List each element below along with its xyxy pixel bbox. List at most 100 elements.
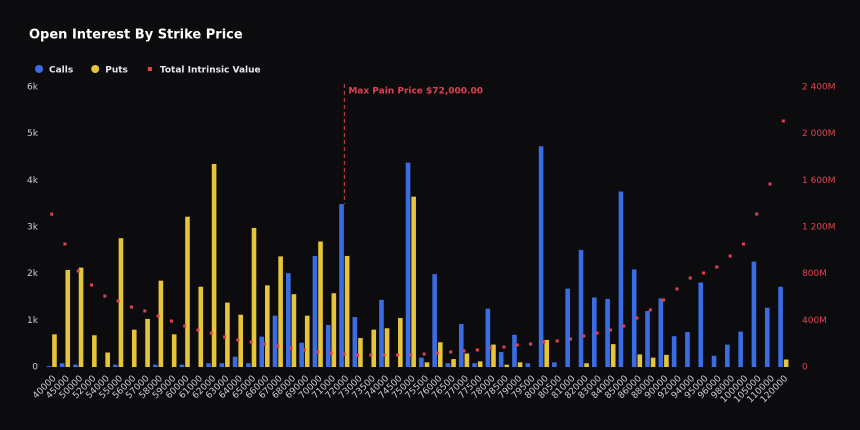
bar <box>698 282 704 367</box>
bar <box>198 286 204 367</box>
point <box>515 343 519 347</box>
y2-tick-label: 1 200M <box>802 223 836 233</box>
bar <box>185 216 190 367</box>
bar <box>145 318 150 367</box>
point <box>542 340 546 344</box>
bar <box>225 302 230 367</box>
bar <box>352 317 358 367</box>
bar <box>304 315 310 367</box>
bar <box>650 357 656 367</box>
point <box>76 269 80 273</box>
bar <box>318 241 323 367</box>
point <box>263 342 267 346</box>
bar <box>206 363 211 367</box>
point <box>648 308 652 312</box>
y-tick-label: 6k <box>27 83 39 93</box>
y-tick-label: 1k <box>27 316 39 326</box>
y-tick-label: 2k <box>27 269 39 279</box>
point <box>489 346 493 350</box>
point <box>116 299 120 303</box>
bar <box>504 364 510 367</box>
y-tick-label: 4k <box>27 176 39 186</box>
y2-tick-label: 2 400M <box>802 83 836 93</box>
point <box>675 287 679 291</box>
y2-tick-label: 800M <box>802 269 827 279</box>
bar <box>658 298 664 367</box>
point <box>635 316 639 320</box>
bar <box>371 329 377 367</box>
bar <box>179 364 185 367</box>
bar <box>265 285 270 367</box>
bar <box>46 366 52 367</box>
bar <box>259 336 265 367</box>
bar <box>565 288 570 367</box>
bar <box>578 249 584 367</box>
bar <box>491 344 496 367</box>
point <box>236 338 240 342</box>
bar <box>158 280 164 367</box>
point <box>555 339 559 343</box>
bar <box>738 331 743 367</box>
y-tick-label: 5k <box>27 129 39 139</box>
chart-title: Open Interest By Strike Price <box>29 28 243 43</box>
point <box>568 337 572 341</box>
bar <box>331 293 337 367</box>
point <box>356 353 360 357</box>
bar <box>339 204 344 367</box>
point <box>529 342 533 346</box>
bar <box>584 363 589 367</box>
y-tick-label: 3k <box>27 223 39 233</box>
point <box>741 242 745 246</box>
bar <box>52 334 57 367</box>
bar <box>105 352 110 367</box>
point <box>595 331 599 335</box>
y2-tick-label: 2 000M <box>802 129 836 139</box>
bar <box>171 334 177 367</box>
bar <box>464 353 470 367</box>
legend-marker <box>91 65 100 73</box>
bar <box>131 329 137 367</box>
point <box>156 314 160 318</box>
point <box>715 265 719 269</box>
bar <box>286 273 291 367</box>
point <box>475 348 479 352</box>
bar <box>405 162 411 367</box>
point <box>316 350 320 354</box>
bar <box>411 196 416 367</box>
bar <box>485 308 491 367</box>
point <box>63 242 67 246</box>
point <box>688 276 692 280</box>
max-pain-label: Max Pain Price $72,000.00 <box>348 87 483 97</box>
bar <box>299 342 304 367</box>
point <box>702 271 706 275</box>
bar <box>538 146 544 367</box>
legend-marker <box>147 67 152 71</box>
bar <box>344 255 350 367</box>
legend-label: Total Intrinsic Value <box>160 66 261 76</box>
point <box>223 335 227 339</box>
point <box>369 353 373 357</box>
bar <box>711 355 717 367</box>
bar <box>552 362 557 367</box>
bar <box>325 325 331 367</box>
point <box>622 324 626 328</box>
bar <box>637 354 643 367</box>
bar <box>451 359 456 367</box>
point <box>435 351 439 355</box>
point <box>169 319 173 323</box>
point <box>90 283 94 287</box>
point <box>276 344 280 348</box>
bar <box>379 299 384 367</box>
bar <box>685 332 690 367</box>
point <box>449 350 453 354</box>
point <box>143 309 147 313</box>
bar <box>272 315 278 367</box>
point <box>209 331 213 335</box>
point <box>103 294 107 298</box>
bar <box>113 364 118 367</box>
y-tick-label: 0 <box>32 363 38 373</box>
bar <box>65 269 71 367</box>
bar <box>525 363 531 367</box>
bar <box>477 361 483 367</box>
